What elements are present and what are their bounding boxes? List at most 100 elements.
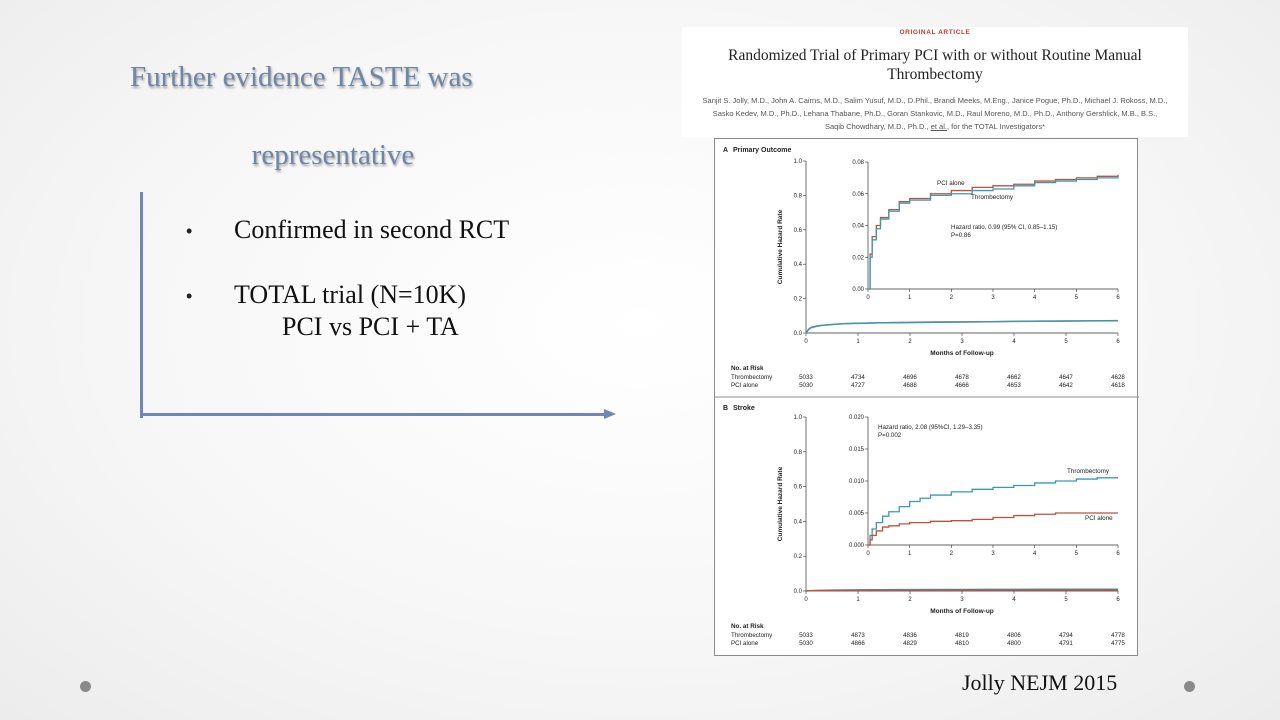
panel-title: Primary Outcome bbox=[733, 147, 791, 154]
authors-line3-post: , for the TOTAL Investigators* bbox=[946, 122, 1046, 131]
x-tick-label: 6 bbox=[1116, 597, 1120, 603]
risk-table-cell: 4810 bbox=[955, 640, 969, 647]
risk-table-row-label: PCI alone bbox=[731, 640, 759, 647]
risk-table-cell: 5033 bbox=[799, 374, 813, 381]
x-tick-label: 6 bbox=[1116, 339, 1120, 345]
authors-line2: Sasko Kedev, M.D., Ph.D., Lehana Thabane… bbox=[712, 109, 1158, 118]
authors-line3: Saqib Chowdhary, M.D., Ph.D., et al., fo… bbox=[682, 120, 1188, 133]
hazard-ratio-annotation: Hazard ratio, 2.08 (95%CI, 1.29–3.35) bbox=[878, 424, 983, 431]
bracket-vertical-line bbox=[140, 192, 143, 418]
inset-y-tick-label: 0.010 bbox=[849, 479, 865, 485]
km-figure: A Primary Outcome 0 1 2 3 4 5 6 0.0 0.2 0.4 0.6 0.8 1.… bbox=[714, 138, 1139, 656]
inset-y-tick-label: 0.000 bbox=[849, 543, 865, 549]
series-label: Thrombectomy bbox=[971, 194, 1014, 201]
x-tick-label: 0 bbox=[804, 597, 808, 603]
inset-x-tick-label: 2 bbox=[950, 295, 954, 301]
risk-table-cell: 4678 bbox=[955, 374, 969, 381]
inset-x-tick-label: 5 bbox=[1075, 295, 1079, 301]
x-tick-label: 2 bbox=[908, 339, 912, 345]
x-tick-label: 1 bbox=[856, 339, 860, 345]
inset-background bbox=[868, 162, 1118, 289]
article-title: Randomized Trial of Primary PCI with or … bbox=[682, 46, 1188, 84]
risk-table-cell: 4647 bbox=[1059, 374, 1073, 381]
risk-table-cell: 4775 bbox=[1111, 640, 1125, 647]
risk-table-cell: 4836 bbox=[903, 632, 917, 639]
inset-x-tick-label: 3 bbox=[991, 295, 995, 301]
risk-table-cell: 4618 bbox=[1111, 382, 1125, 389]
slide-nav-dot-left[interactable] bbox=[80, 681, 91, 692]
risk-table-cell: 4794 bbox=[1059, 632, 1073, 639]
inset-series-line-thrombectomy bbox=[868, 477, 1118, 546]
y-tick-label: 0.0 bbox=[794, 331, 803, 337]
x-tick-label: 2 bbox=[908, 597, 912, 603]
main-series-line-pci-alone bbox=[805, 589, 1118, 592]
risk-table-cell: 4791 bbox=[1059, 640, 1073, 647]
citation: Jolly NEJM 2015 bbox=[962, 670, 1118, 695]
series-label: PCI alone bbox=[1085, 515, 1113, 522]
inset-x-tick-label: 4 bbox=[1033, 295, 1037, 301]
risk-table-cell: 4829 bbox=[903, 640, 917, 647]
risk-table-cell: 5030 bbox=[799, 382, 813, 389]
et-al-link[interactable]: et al. bbox=[930, 122, 947, 131]
article-title-line2: Thrombectomy bbox=[887, 66, 983, 83]
authors-line1: Sanjit S. Jolly, M.D., John A. Cairns, M… bbox=[702, 96, 1168, 105]
y-tick-label: 0.0 bbox=[794, 589, 803, 595]
risk-table-cell: 4628 bbox=[1111, 374, 1125, 381]
series-label: PCI alone bbox=[937, 180, 965, 187]
x-tick-label: 0 bbox=[804, 339, 808, 345]
slide-title-line1: Further evidence TASTE was bbox=[130, 61, 473, 93]
risk-table-cell: 4734 bbox=[851, 374, 865, 381]
y-tick-label: 0.6 bbox=[794, 228, 803, 234]
inset-x-tick-label: 5 bbox=[1075, 551, 1079, 557]
y-tick-label: 0.6 bbox=[794, 485, 803, 491]
inset-x-tick-label: 1 bbox=[908, 551, 912, 557]
article-authors: Sanjit S. Jolly, M.D., John A. Cairns, M… bbox=[682, 94, 1188, 133]
authors-line3-pre: Saqib Chowdhary, M.D., Ph.D., bbox=[824, 122, 929, 131]
inset-x-tick-label: 4 bbox=[1033, 551, 1037, 557]
y-axis-label: Cumulative Hazard Rate bbox=[777, 209, 784, 284]
y-tick-label: 0.4 bbox=[794, 519, 803, 525]
bullet-marker: • bbox=[186, 221, 193, 241]
risk-table-row-label: PCI alone bbox=[731, 382, 759, 389]
y-tick-label: 1.0 bbox=[794, 159, 803, 165]
bracket-horizontal-line bbox=[140, 413, 608, 416]
risk-table-cell: 4666 bbox=[955, 382, 969, 389]
article-header: ORIGINAL ARTICLE Randomized Trial of Pri… bbox=[682, 27, 1188, 137]
risk-table-cell: 4642 bbox=[1059, 382, 1073, 389]
risk-table-cell: 4866 bbox=[851, 640, 865, 647]
risk-table-row-label: Thrombectomy bbox=[731, 374, 773, 381]
x-axis-label: Months of Follow-up bbox=[930, 608, 994, 615]
x-tick-label: 3 bbox=[960, 597, 964, 603]
inset-x-tick-label: 3 bbox=[991, 551, 995, 557]
risk-table-cell: 4662 bbox=[1007, 374, 1021, 381]
risk-table-cell: 4688 bbox=[903, 382, 917, 389]
arrow-right-icon bbox=[604, 409, 616, 419]
risk-table-cell: 4819 bbox=[955, 632, 969, 639]
y-axis-label: Cumulative Hazard Rate bbox=[777, 466, 784, 541]
x-tick-label: 3 bbox=[960, 339, 964, 345]
bullet-text: TOTAL trial (N=10K) bbox=[234, 280, 467, 309]
risk-table-cell: 4873 bbox=[851, 632, 865, 639]
risk-table-cell: 4727 bbox=[851, 382, 865, 389]
article-title-line1: Randomized Trial of Primary PCI with or … bbox=[728, 47, 1142, 64]
bullet-marker: • bbox=[186, 286, 193, 306]
y-tick-label: 0.2 bbox=[794, 297, 803, 303]
slide-nav-dot-right[interactable] bbox=[1184, 681, 1195, 692]
risk-table-cell: 4653 bbox=[1007, 382, 1021, 389]
inset-y-tick-label: 0.02 bbox=[852, 255, 864, 261]
inset-y-tick-label: 0.04 bbox=[852, 224, 864, 230]
risk-table-cell: 4696 bbox=[903, 374, 917, 381]
panel-title: Stroke bbox=[733, 405, 755, 412]
x-tick-label: 5 bbox=[1064, 339, 1068, 345]
inset-y-tick-label: 0.015 bbox=[849, 447, 865, 453]
risk-table-cell: 5030 bbox=[799, 640, 813, 647]
risk-table-cell: 4778 bbox=[1111, 632, 1125, 639]
risk-table-heading: No. at Risk bbox=[731, 623, 764, 630]
risk-table-cell: 4800 bbox=[1007, 640, 1021, 647]
inset-series-line-pci-alone bbox=[868, 512, 1118, 546]
x-axis-label: Months of Follow-up bbox=[930, 350, 994, 357]
inset-y-tick-label: 0.020 bbox=[849, 415, 865, 421]
risk-table-cell: 4806 bbox=[1007, 632, 1021, 639]
y-tick-label: 0.8 bbox=[794, 193, 803, 199]
inset-x-tick-label: 6 bbox=[1116, 295, 1120, 301]
